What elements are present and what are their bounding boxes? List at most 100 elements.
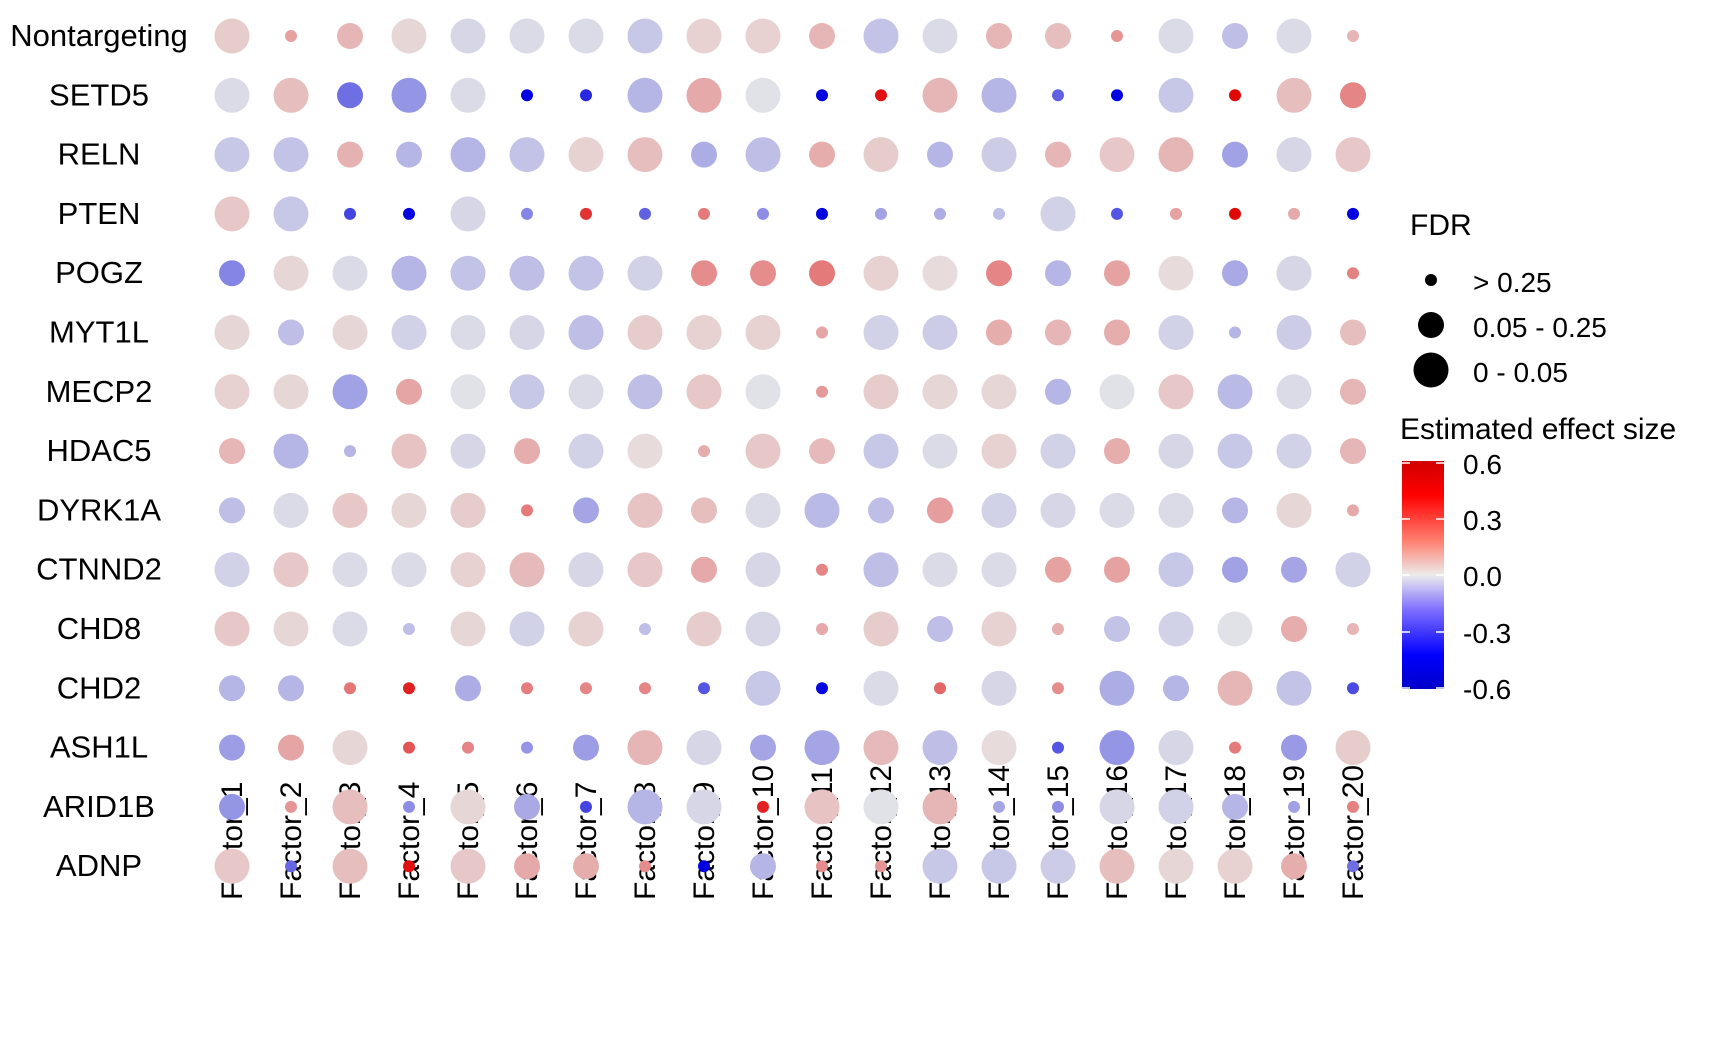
dot <box>1229 207 1241 220</box>
dot <box>391 315 427 350</box>
dot <box>509 137 545 173</box>
dot <box>1052 800 1064 813</box>
dot <box>816 860 828 873</box>
dot <box>863 137 899 173</box>
row-label: ADNP <box>56 848 142 883</box>
dot <box>1104 260 1130 287</box>
dot <box>521 682 533 695</box>
dot <box>285 800 297 813</box>
dot <box>1347 504 1359 517</box>
dot <box>509 18 545 54</box>
dot <box>750 260 776 287</box>
column-labels: Factor_1 Factor_2 Factor_3 Factor_4 Factor_5… <box>216 765 1370 900</box>
fdr-legend-label-medium: 0.05 - 0.25 <box>1473 312 1607 343</box>
dot <box>1099 670 1135 706</box>
dot <box>1217 374 1253 410</box>
dot <box>1281 853 1307 880</box>
dot <box>1158 374 1194 410</box>
row-label: RELN <box>58 137 141 172</box>
dot <box>1111 89 1123 102</box>
dot <box>1222 141 1248 168</box>
dots <box>214 18 1371 884</box>
dot <box>1217 611 1253 647</box>
dot <box>214 552 250 588</box>
dot <box>863 789 899 825</box>
dot <box>1276 374 1312 410</box>
dot <box>639 682 651 695</box>
dot <box>927 497 953 524</box>
dot <box>804 492 840 528</box>
fdr-legend-label-small: > 0.25 <box>1473 267 1552 298</box>
dot <box>981 730 1017 766</box>
dot <box>219 793 245 820</box>
row-label: SETD5 <box>49 77 149 112</box>
dot <box>1281 556 1307 583</box>
dot <box>627 18 663 54</box>
dot <box>981 137 1017 173</box>
dot <box>219 675 245 702</box>
dot <box>1111 30 1123 42</box>
dot <box>273 137 309 173</box>
dot <box>1217 848 1253 884</box>
dot <box>639 623 651 635</box>
dot <box>981 670 1017 706</box>
color-legend-title: Estimated effect size <box>1400 413 1676 446</box>
dot <box>391 77 427 113</box>
column-label: Factor_4 <box>393 782 426 900</box>
row-label: POGZ <box>55 255 143 290</box>
dot <box>1276 255 1312 291</box>
dot <box>691 141 717 168</box>
dot <box>273 77 309 113</box>
dot <box>214 137 250 173</box>
dot <box>981 77 1017 113</box>
dot <box>1335 137 1371 173</box>
dot <box>450 433 486 469</box>
dot <box>580 800 592 813</box>
dot <box>922 789 958 825</box>
dot <box>804 789 840 825</box>
dot <box>1158 18 1194 54</box>
dot <box>981 374 1017 410</box>
dot <box>1276 670 1312 706</box>
dot <box>1099 730 1135 766</box>
dot <box>273 611 309 647</box>
dot <box>391 18 427 54</box>
dot <box>1288 800 1300 813</box>
dot <box>214 374 250 410</box>
row-label: HDAC5 <box>46 433 151 468</box>
dot <box>686 730 722 766</box>
dot <box>1276 18 1312 54</box>
dot <box>1276 77 1312 113</box>
dot <box>750 734 776 761</box>
dot <box>1045 23 1071 49</box>
dot <box>568 315 604 350</box>
dot <box>573 497 599 524</box>
fdr-legend-dot-large <box>1413 352 1449 388</box>
dot <box>927 616 953 642</box>
dot <box>396 141 422 168</box>
dot <box>809 23 835 49</box>
dot <box>450 374 486 410</box>
legend: FDR > 0.25 0.05 - 0.25 0 - 0.05 Estimate… <box>1400 209 1676 705</box>
dot <box>875 860 887 873</box>
dot <box>698 207 710 220</box>
row-labels: Nontargeting SETD5 RELN PTEN POGZ MYT1L MECP2 H… <box>10 18 188 883</box>
dot <box>1052 89 1064 102</box>
dot <box>509 255 545 291</box>
column-label: Factor_12 <box>865 765 898 900</box>
dot <box>403 800 415 813</box>
dot <box>568 18 604 54</box>
dot <box>521 741 533 754</box>
dot <box>809 438 835 465</box>
dot <box>337 82 363 109</box>
dot <box>1158 611 1194 647</box>
dot <box>750 853 776 880</box>
dot <box>1104 556 1130 583</box>
dot <box>986 23 1012 49</box>
dot <box>403 860 415 873</box>
dot <box>639 860 651 873</box>
dot <box>993 207 1005 220</box>
dot <box>1347 267 1359 280</box>
dot <box>1104 319 1130 346</box>
dot <box>1340 438 1366 465</box>
